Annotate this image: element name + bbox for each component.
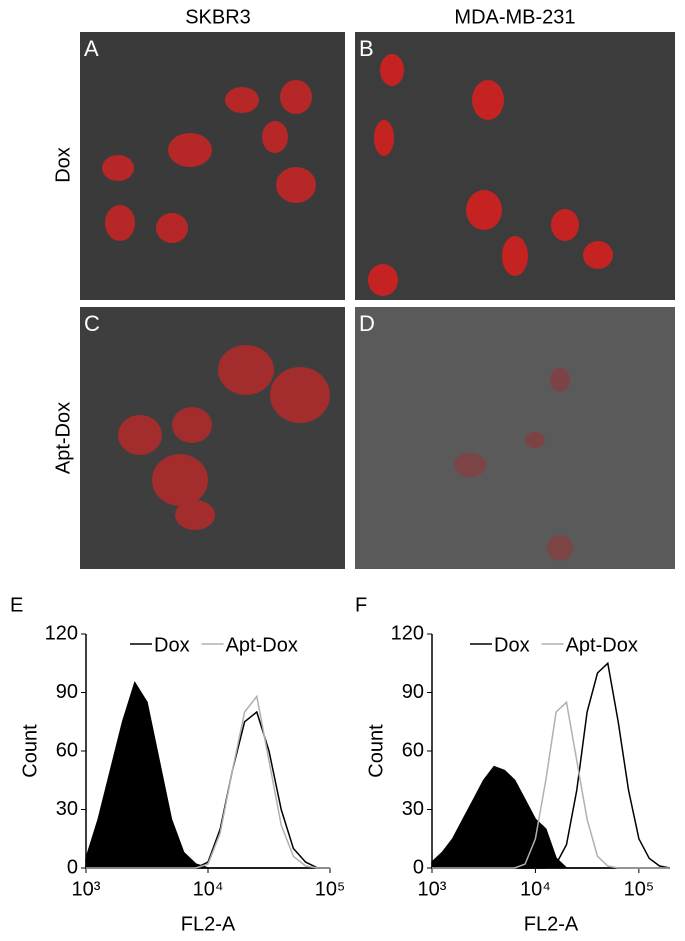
y-axis-label: Count xyxy=(365,724,387,778)
column-label: MDA-MB-231 xyxy=(454,6,575,28)
micrograph xyxy=(80,307,345,569)
panel-label: D xyxy=(359,311,375,336)
y-axis-label: Count xyxy=(19,724,41,778)
y-tick-label: 120 xyxy=(45,622,78,644)
column-label: SKBR3 xyxy=(185,6,251,28)
row-label: Apt-Dox xyxy=(52,402,74,474)
line xyxy=(432,700,670,869)
panel-label: B xyxy=(359,36,374,61)
y-tick-label: 0 xyxy=(413,856,424,878)
row-label: Dox xyxy=(52,147,74,183)
x-axis-label: FL2-A xyxy=(524,913,579,935)
x-tick-label: 10⁵ xyxy=(624,878,655,900)
x-axis-label: FL2-A xyxy=(181,913,236,935)
legend-label: Dox xyxy=(494,634,530,656)
y-tick-label: 60 xyxy=(56,739,78,761)
micrograph xyxy=(355,32,675,300)
y-tick-label: 30 xyxy=(402,798,424,820)
y-tick-label: 60 xyxy=(402,739,424,761)
legend-label: Apt-Dox xyxy=(566,634,638,656)
y-tick-label: 120 xyxy=(391,622,424,644)
line xyxy=(86,694,330,869)
legend-label: Dox xyxy=(154,634,190,656)
panel-label: C xyxy=(84,311,100,336)
panel-label: F xyxy=(355,594,367,616)
panel-label: A xyxy=(84,36,99,61)
micrograph xyxy=(355,307,675,569)
x-tick-label: 10⁴ xyxy=(193,878,224,900)
y-tick-label: 90 xyxy=(56,681,78,703)
y-tick-label: 30 xyxy=(56,798,78,820)
area xyxy=(85,681,330,869)
y-tick-label: 90 xyxy=(402,681,424,703)
legend-label: Apt-Dox xyxy=(226,634,298,656)
x-tick-label: 10⁴ xyxy=(520,878,551,900)
x-tick-label: 10³ xyxy=(418,878,447,900)
micrograph xyxy=(80,32,345,300)
x-tick-label: 10³ xyxy=(72,878,101,900)
x-tick-label: 10⁵ xyxy=(315,878,346,900)
y-tick-label: 0 xyxy=(67,856,78,878)
panel-label: E xyxy=(10,594,23,616)
